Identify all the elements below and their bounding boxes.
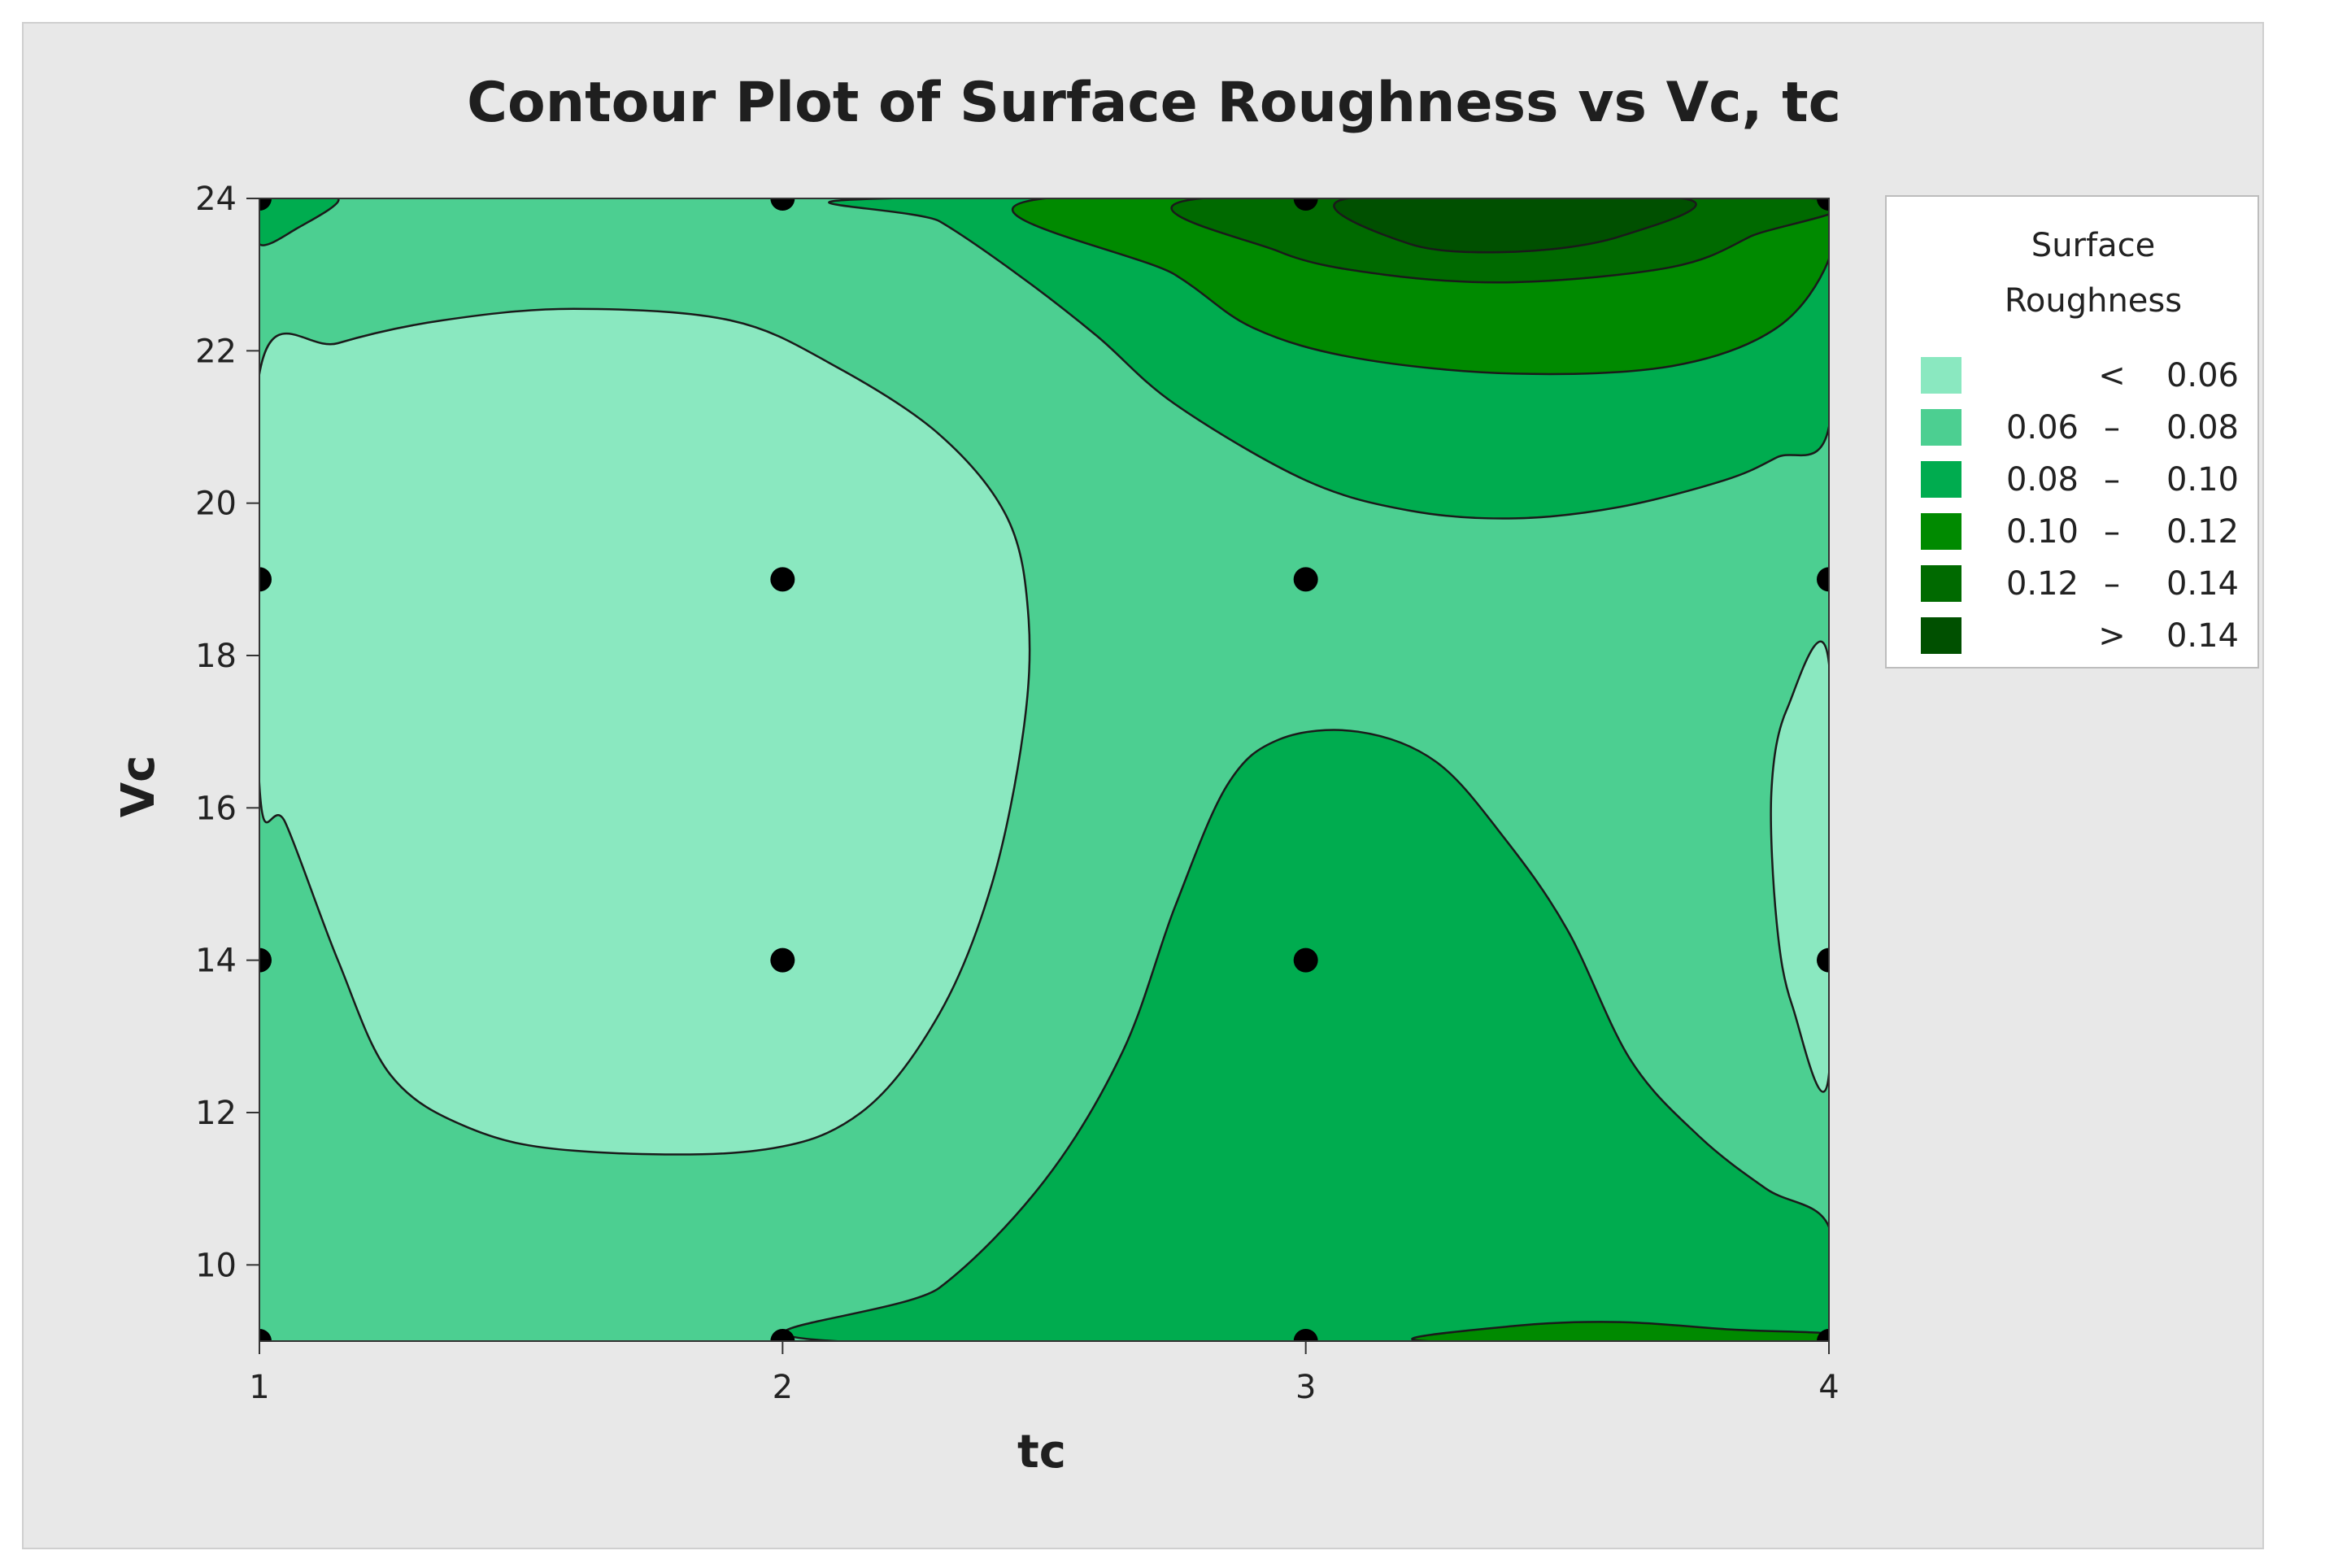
x-tick-label: 1 xyxy=(249,1369,269,1406)
x-tick-label: 2 xyxy=(773,1369,793,1406)
design-point-tc1-vc14 xyxy=(259,947,272,973)
y-tick-label: 12 xyxy=(195,1095,237,1132)
legend-swatch xyxy=(1921,513,1961,550)
legend-range-low: 0.12 xyxy=(2006,565,2079,603)
design-point-tc3-vc9 xyxy=(1293,1329,1318,1341)
y-tick-label: 20 xyxy=(195,486,237,523)
legend-range-low: 0.08 xyxy=(2006,461,2079,499)
legend-entries: <0.060.06–0.080.08–0.100.10–0.120.12–0.1… xyxy=(1921,357,2239,655)
legend-range-separator: – xyxy=(2104,409,2120,446)
contour-region-band-0.10-0.12-bottom xyxy=(1411,1321,1829,1341)
contour-region-band-0.08-0.10-bottom xyxy=(782,729,1829,1341)
legend-swatch xyxy=(1921,357,1961,394)
contour-region-band-below-0.06-left xyxy=(259,307,1031,1156)
legend-range-high: 0.08 xyxy=(2166,409,2239,446)
legend-range-separator: > xyxy=(2098,617,2126,655)
design-point-tc1-vc24 xyxy=(259,198,272,211)
legend-swatch xyxy=(1921,461,1961,498)
design-point-tc4-vc19 xyxy=(1817,567,1829,592)
design-point-tc2-vc19 xyxy=(770,567,795,592)
contour-region-band-above-0.14-top xyxy=(1333,198,1697,254)
design-point-tc2-vc24 xyxy=(770,198,795,211)
design-point-tc3-vc19 xyxy=(1293,567,1318,592)
y-tick-label: 16 xyxy=(195,790,237,827)
y-tick-label: 10 xyxy=(195,1247,237,1284)
y-tick-label: 22 xyxy=(195,333,237,370)
y-axis-label: Vc xyxy=(112,756,165,818)
legend-range-high: 0.10 xyxy=(2166,461,2239,499)
y-tick-label: 24 xyxy=(195,181,237,218)
legend-range-low: 0.06 xyxy=(2006,409,2079,446)
legend-range-separator: – xyxy=(2104,565,2120,603)
y-tick-label: 18 xyxy=(195,638,237,675)
x-axis-label: tc xyxy=(1017,1426,1066,1479)
legend-range-high: 0.06 xyxy=(2166,357,2239,394)
legend-title-line-2: Roughness xyxy=(2005,282,2182,320)
legend-range-separator: – xyxy=(2104,461,2120,499)
design-point-tc4-vc14 xyxy=(1817,947,1829,973)
x-tick-label: 4 xyxy=(1818,1369,1839,1406)
design-point-tc4-vc9 xyxy=(1817,1329,1829,1341)
design-point-tc3-vc14 xyxy=(1293,947,1318,973)
legend-range-high: 0.14 xyxy=(2166,617,2239,655)
x-tick-label: 3 xyxy=(1295,1369,1316,1406)
chart-frame: Contour Plot of Surface Roughness vs Vc,… xyxy=(22,22,2264,1549)
plot-border xyxy=(259,198,1830,1342)
design-point-tc1-vc19 xyxy=(259,567,272,592)
legend-range-high: 0.14 xyxy=(2166,565,2239,603)
x-axis: 1 2 3 4 xyxy=(249,1341,1840,1406)
legend-swatch xyxy=(1921,565,1961,602)
y-axis: 10 12 14 16 18 20 22 24 xyxy=(195,181,259,1284)
contour-region-band-0.08-0.10-top-left-corner xyxy=(259,198,340,246)
design-point-tc3-vc24 xyxy=(1293,198,1318,211)
y-tick-label: 14 xyxy=(195,943,237,980)
design-point-tc2-vc9 xyxy=(770,1329,795,1341)
design-point-tc1-vc9 xyxy=(259,1329,272,1341)
design-point-tc2-vc14 xyxy=(770,947,795,973)
legend: Surface Roughness <0.060.06–0.080.08–0.1… xyxy=(1885,195,2259,669)
contour-region-band-below-0.06-right xyxy=(1770,640,1829,1093)
contour-chart: Contour Plot of Surface Roughness vs Vc,… xyxy=(112,71,2259,1479)
chart-title: Contour Plot of Surface Roughness vs Vc,… xyxy=(467,71,1841,135)
design-points xyxy=(259,198,1829,1341)
contour-regions xyxy=(259,198,1829,1341)
design-point-tc4-vc24 xyxy=(1817,198,1829,211)
legend-swatch xyxy=(1921,409,1961,446)
legend-range-separator: – xyxy=(2104,513,2120,551)
legend-range-high: 0.12 xyxy=(2166,513,2239,551)
legend-swatch xyxy=(1921,617,1961,654)
legend-range-low: 0.10 xyxy=(2006,513,2079,551)
legend-range-separator: < xyxy=(2098,357,2126,394)
legend-title-line-1: Surface xyxy=(2031,227,2155,264)
